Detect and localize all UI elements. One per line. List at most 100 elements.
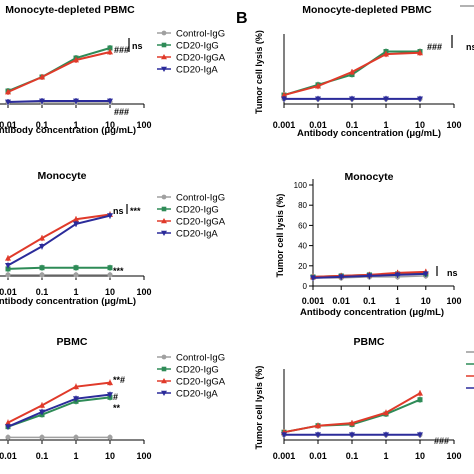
- chart-panel-4: 0.001 0.01 0.1 1 10 100 0 20 40 60 80 100 Monocyte An…: [275, 171, 462, 318]
- significance-label: ns: [466, 42, 474, 52]
- legend-marker: [161, 42, 167, 48]
- x-tick-label: 0.01: [0, 451, 17, 461]
- chart-title: Monocyte-depleted PBMC: [302, 4, 432, 16]
- x-tick-label: 0.001: [273, 120, 296, 130]
- legend-marker: [161, 354, 167, 360]
- series-line-3: [7, 393, 111, 428]
- chart-panel-3: 0.01 0.1 1 10 100 Monocyte Antibody concentrat…: [0, 170, 226, 307]
- x-axis-label: Antibody concentration (μg/mL): [0, 125, 136, 136]
- data-point: [73, 56, 79, 63]
- data-point: [417, 96, 423, 103]
- legend-marker: [161, 390, 167, 396]
- data-point: [349, 68, 355, 75]
- legend-label: CD20-IgG: [176, 365, 219, 376]
- panel-label: B: [236, 10, 248, 27]
- significance-label: ***: [130, 206, 141, 216]
- data-point: [5, 272, 11, 278]
- x-tick-label: 10: [105, 120, 115, 130]
- legend-label: CD20-IgGA: [176, 53, 226, 64]
- data-point: [315, 82, 321, 89]
- chart-panel-1: 0.01 0.1 1 10 100 Monocyte-depleted PBMC Antib…: [0, 4, 226, 136]
- data-point: [315, 96, 321, 103]
- data-point: [422, 271, 429, 278]
- legend-label: Control-IgG: [176, 353, 225, 364]
- chart-title: Monocyte-depleted PBMC: [5, 4, 135, 16]
- significance-label: ns: [132, 41, 143, 51]
- x-tick-label: 0.01: [309, 120, 327, 130]
- data-point: [338, 274, 345, 281]
- chart-title: Monocyte: [344, 171, 393, 183]
- y-axis-label: Tumor cell lysis (%): [275, 194, 285, 278]
- significance-label: ###: [114, 45, 129, 55]
- y-tick-label: 0: [303, 282, 308, 291]
- data-point: [5, 262, 11, 269]
- data-point: [281, 91, 287, 98]
- data-point: [73, 396, 79, 402]
- data-point: [417, 49, 423, 56]
- legend-marker: [161, 230, 167, 236]
- x-tick-label: 10: [415, 120, 425, 130]
- chart-title: Monocyte: [37, 170, 86, 182]
- chart-panel-6: 0.001 0.01 0.1 1 10 100 PBMC Tumor cell lysis (…: [254, 336, 462, 461]
- x-tick-label: 10: [105, 451, 115, 461]
- data-point: [39, 234, 45, 241]
- legend-marker: [161, 378, 167, 384]
- data-point: [383, 50, 389, 57]
- data-point: [107, 379, 113, 386]
- x-axis-label: Antibody concentration (μg/mL): [300, 307, 444, 318]
- data-point: [73, 216, 79, 222]
- x-tick-label: 0.1: [36, 451, 49, 461]
- x-tick-label: 0.01: [0, 287, 17, 297]
- data-point: [73, 265, 79, 271]
- series-line-1: [7, 266, 110, 270]
- data-point: [107, 392, 113, 398]
- data-point: [107, 213, 113, 219]
- x-tick-label: 0.1: [346, 451, 359, 461]
- chart-panel-5: 0.01 0.1 1 10 100PBMC**##**Control-IgGCD20-I…: [0, 336, 226, 461]
- data-point: [107, 272, 113, 278]
- legend-label: CD20-IgGA: [176, 377, 226, 388]
- data-point: [5, 424, 11, 430]
- data-point: [5, 88, 11, 95]
- x-tick-label: 100: [446, 120, 461, 130]
- x-tick-label: 1: [395, 296, 400, 306]
- legend-marker: [161, 194, 167, 200]
- data-point: [73, 434, 79, 440]
- legend-label: CD20-IgG: [176, 205, 219, 216]
- significance-label: **#: [113, 375, 125, 385]
- legend-marker: [161, 66, 167, 72]
- y-tick-label: 40: [298, 242, 307, 251]
- data-point: [39, 434, 45, 440]
- data-point: [315, 422, 321, 429]
- series-line-1: [7, 396, 111, 428]
- legend-label: CD20-IgA: [176, 65, 218, 76]
- x-tick-label: 1: [383, 451, 388, 461]
- significance-label: ns: [113, 206, 124, 216]
- significance-label: #: [113, 392, 118, 402]
- data-point: [39, 244, 45, 250]
- data-point: [5, 419, 11, 426]
- x-tick-label: 1: [73, 120, 78, 130]
- legend-label: Control-IgG: [176, 193, 225, 204]
- data-point: [39, 272, 45, 278]
- data-point: [39, 265, 45, 271]
- legend-marker: [161, 366, 167, 372]
- x-tick-label: 0.01: [309, 451, 327, 461]
- x-tick-label: 100: [136, 451, 151, 461]
- data-point: [349, 96, 355, 103]
- x-tick-label: 1: [383, 120, 388, 130]
- data-point: [39, 73, 45, 80]
- significance-label: ###: [434, 436, 449, 446]
- data-point: [383, 409, 389, 416]
- significance-label: ###: [114, 107, 129, 117]
- data-point: [315, 432, 321, 438]
- data-point: [349, 432, 355, 438]
- y-tick-label: 80: [298, 201, 307, 210]
- data-point: [310, 275, 316, 282]
- data-point: [281, 432, 287, 438]
- x-tick-label: 0.01: [0, 120, 17, 130]
- y-tick-label: 100: [294, 181, 308, 190]
- data-point: [417, 390, 423, 396]
- data-point: [73, 98, 79, 105]
- x-tick-label: 0.001: [273, 451, 296, 461]
